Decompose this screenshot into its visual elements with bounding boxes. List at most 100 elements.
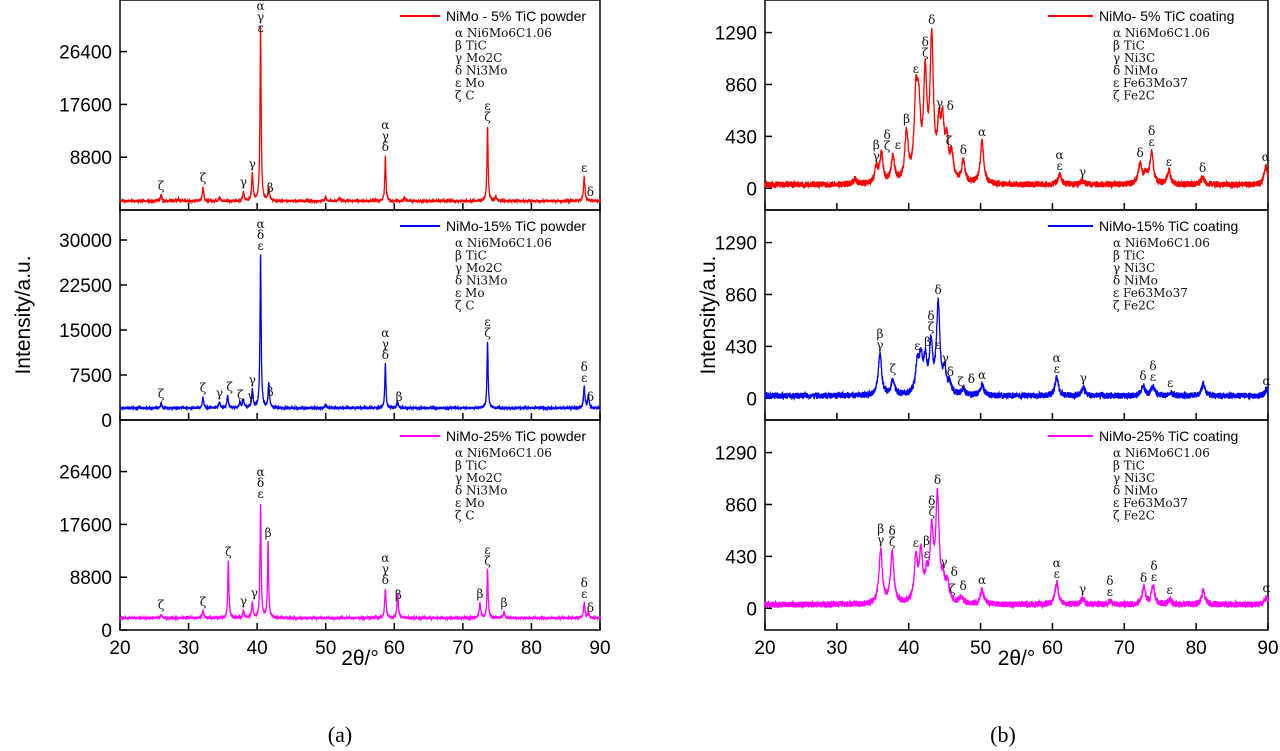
phase-legend-item: α Ni6Mo6C1.06 (455, 26, 552, 40)
x-axis-label: 2θ/° (341, 647, 379, 670)
y-tick-label: 15000 (59, 321, 112, 342)
y-tick-label: 430 (725, 547, 757, 568)
phase-legend-item: ζ C (455, 299, 475, 313)
phase-legend-item: δ Ni3Mo (455, 274, 508, 288)
phase-legend-item: α Ni6Mo6C1.06 (455, 236, 552, 250)
x-tick-label: 40 (247, 638, 268, 659)
y-tick-label: 0 (746, 599, 757, 620)
phase-legend-item: γ Ni3C (1113, 471, 1155, 485)
y-tick-label: 1290 (715, 24, 757, 45)
y-tick-label: 22500 (59, 276, 112, 297)
phase-legend-item: ζ C (455, 509, 475, 523)
panel-frame (764, 419, 1269, 631)
panel-caption: (a) (328, 722, 352, 747)
phase-legend-item: ε Fe63Mo37 (1113, 286, 1188, 300)
series-line (119, 254, 601, 412)
x-tick-label: 70 (1114, 638, 1135, 659)
y-tick-label: 860 (725, 285, 757, 306)
y-tick-label: 1290 (715, 234, 757, 255)
y-tick-label: 430 (725, 337, 757, 358)
x-tick-label: 80 (1186, 638, 1207, 659)
y-tick-label: 7500 (70, 366, 112, 387)
phase-legend-item: β TiC (1113, 459, 1145, 473)
phase-legend-item: ζ Fe2C (1113, 509, 1155, 523)
y-tick-label: 8800 (70, 568, 112, 589)
phase-legend-item: ε Mo (455, 286, 485, 300)
legend-label: NiMo-15% TiC coating (1099, 218, 1238, 234)
x-tick-label: 50 (315, 638, 336, 659)
y-tick-label: 26400 (59, 463, 112, 484)
phase-legend-item: ζ Fe2C (1113, 89, 1155, 103)
x-tick-label: 70 (452, 638, 473, 659)
panel-b-2: 0 430 860 1290 NiMo-15% TiC coating α Ni6Mo6C… (715, 209, 1269, 421)
x-tick-label: 40 (898, 638, 919, 659)
y-tick-label: 0 (101, 621, 112, 642)
phase-legend-item: α Ni6Mo6C1.06 (1113, 26, 1210, 40)
y-tick-label: 17600 (59, 95, 112, 116)
phase-legend-item: γ Mo2C (455, 51, 502, 65)
y-tick-label: 0 (746, 389, 757, 410)
x-tick-label: 50 (970, 638, 991, 659)
x-axis-label: 2θ/° (998, 647, 1036, 670)
chart-b: 0 430 860 1290 NiMo- 5% TiC coating α Ni6Mo6C… (697, 0, 1279, 747)
x-tick-label: 20 (754, 638, 775, 659)
panel-caption: (b) (990, 722, 1016, 747)
phase-legend-item: α Ni6Mo6C1.06 (1113, 446, 1210, 460)
y-tick-label: 8800 (70, 148, 112, 169)
legend-label: NiMo-25% TiC powder (446, 428, 586, 444)
legend-label: NiMo - 5% TiC powder (446, 8, 586, 24)
y-tick-label: 430 (725, 127, 757, 148)
phase-legend-item: ε Fe63Mo37 (1113, 76, 1188, 90)
y-axis-label: Intensity/a.u. (697, 255, 720, 374)
phase-legend-item: β TiC (1113, 39, 1145, 53)
y-tick-label: 26400 (59, 43, 112, 64)
phase-legend-item: β TiC (455, 39, 487, 53)
y-tick-label: 860 (725, 495, 757, 516)
y-tick-label: 17600 (59, 515, 112, 536)
phase-legend-item: β TiC (455, 249, 487, 263)
y-tick-label: 0 (746, 179, 757, 200)
x-tick-label: 90 (589, 638, 610, 659)
panel-b-1: 0 430 860 1290 NiMo- 5% TiC coating α Ni6Mo6C… (715, 0, 1269, 211)
phase-legend-item: β TiC (455, 459, 487, 473)
series-line (119, 503, 601, 622)
phase-legend-item: δ Ni3Mo (455, 484, 508, 498)
phase-legend-item: ε Mo (455, 496, 485, 510)
y-tick-label: 1290 (715, 444, 757, 465)
series-line (119, 26, 601, 205)
x-tick-label: 30 (178, 638, 199, 659)
y-tick-label: 0 (101, 411, 112, 432)
x-tick-label: 60 (384, 638, 405, 659)
x-tick-label: 90 (1257, 638, 1278, 659)
y-tick-label: 860 (725, 75, 757, 96)
phase-legend-item: γ Ni3C (1113, 261, 1155, 275)
x-tick-label: 60 (1042, 638, 1063, 659)
legend-label: NiMo- 5% TiC coating (1099, 8, 1234, 24)
x-tick-label: 30 (826, 638, 847, 659)
phase-legend-item: δ NiMo (1113, 274, 1158, 288)
phase-legend-item: δ Ni3Mo (455, 64, 508, 78)
chart-a: 8800 17600 26400 NiMo - 5% TiC powder α Ni6M… (12, 0, 611, 747)
phase-legend-item: α Ni6Mo6C1.06 (455, 446, 552, 460)
phase-legend-item: α Ni6Mo6C1.06 (1113, 236, 1210, 250)
phase-legend-item: ε Fe63Mo37 (1113, 496, 1188, 510)
series-line (764, 297, 1269, 401)
x-tick-label: 20 (109, 638, 130, 659)
panel-a-2: 0 7500 15000 22500 30000 NiMo-15% TiC powder α… (59, 209, 601, 432)
phase-legend-item: δ NiMo (1113, 484, 1158, 498)
panel-a-3: 0 8800 17600 26400 NiMo-25% TiC powder α Ni6M… (59, 419, 601, 642)
phase-legend-item: γ Ni3C (1113, 51, 1155, 65)
phase-legend-item: δ NiMo (1113, 64, 1158, 78)
panel-b-3: 0 430 860 1290 NiMo-25% TiC coating α Ni6Mo6C… (715, 419, 1269, 631)
phase-legend-item: ε Mo (455, 76, 485, 90)
phase-legend-item: γ Mo2C (455, 471, 502, 485)
legend-label: NiMo-15% TiC powder (446, 218, 586, 234)
legend-label: NiMo-25% TiC coating (1099, 428, 1238, 444)
series-line (764, 487, 1269, 610)
phase-legend-item: ζ C (455, 89, 475, 103)
phase-legend-item: ζ Fe2C (1113, 299, 1155, 313)
panel-a-1: 8800 17600 26400 NiMo - 5% TiC powder α Ni6M… (59, 0, 601, 211)
series-line (764, 27, 1269, 190)
x-tick-label: 80 (521, 638, 542, 659)
